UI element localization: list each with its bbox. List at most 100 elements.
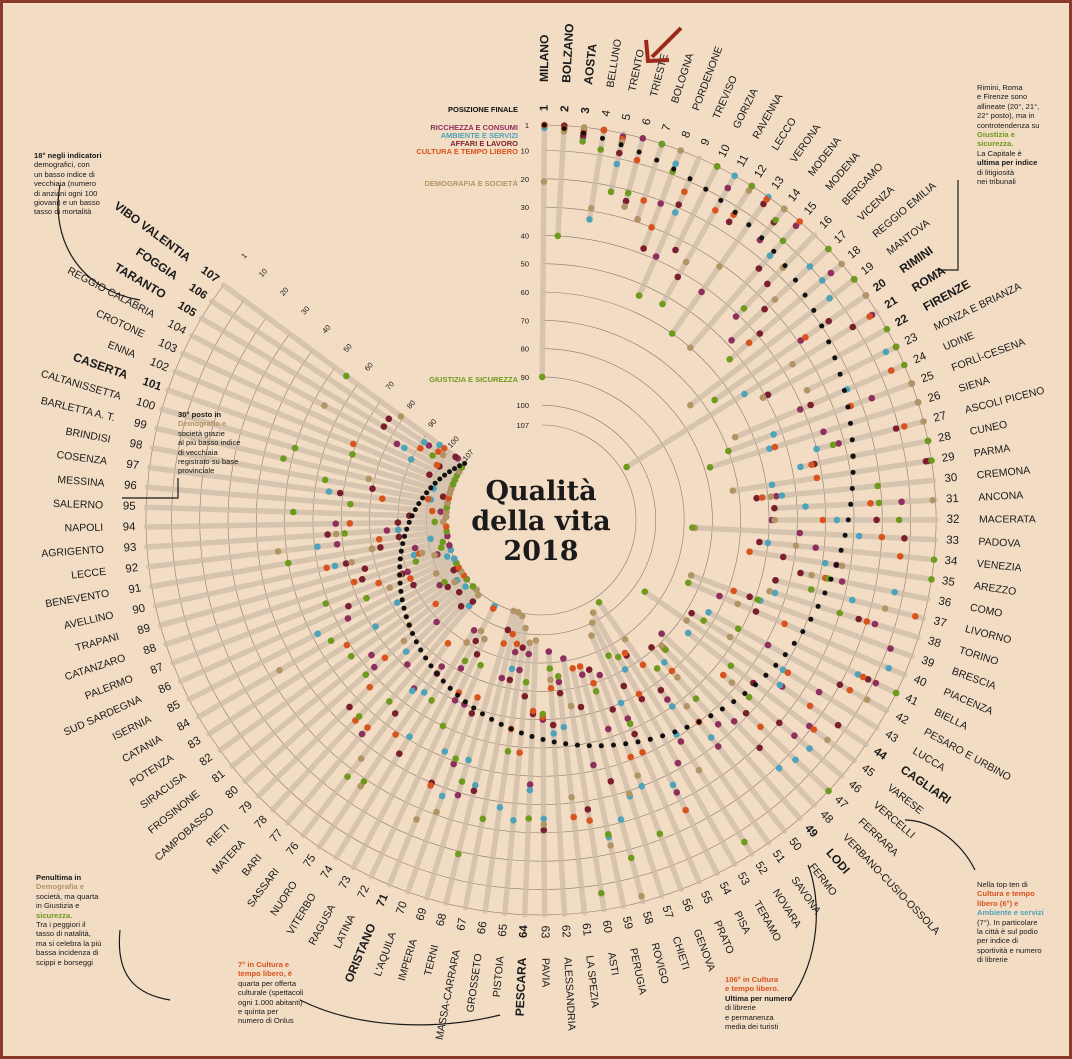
dot-posizione-finale bbox=[551, 739, 557, 745]
ann-br-4: di librerie bbox=[725, 1003, 756, 1013]
city-label: PARMA bbox=[973, 442, 1011, 459]
dot-posizione-finale bbox=[849, 437, 855, 443]
city-label: PESCARA bbox=[513, 957, 529, 1017]
dot-ricchezza bbox=[437, 508, 445, 515]
dot-ricchezza bbox=[639, 135, 647, 142]
ann-tr-9: ultima per indice bbox=[977, 158, 1038, 168]
rank-tick: 30 bbox=[299, 304, 311, 316]
dot-ricchezza bbox=[815, 688, 823, 696]
dot-demografia bbox=[766, 587, 773, 595]
rank-label: 92 bbox=[125, 562, 139, 575]
dot-ricchezza bbox=[652, 253, 660, 260]
spoke-bar bbox=[482, 625, 529, 914]
dot-affari bbox=[771, 504, 778, 512]
dot-ambiente bbox=[741, 390, 748, 398]
dot-ambiente bbox=[768, 481, 776, 489]
dot-giustizia bbox=[685, 579, 692, 587]
rank-label: 105 bbox=[175, 299, 198, 319]
dot-posizione-finale bbox=[586, 743, 592, 749]
ann-br-6: media dei turisti bbox=[725, 1022, 779, 1032]
rank-label: 31 bbox=[946, 493, 959, 506]
dot-affari bbox=[361, 565, 369, 572]
dot-posizione-finale bbox=[763, 672, 769, 678]
dot-ricchezza bbox=[812, 544, 819, 551]
city-label: BOLZANO bbox=[559, 23, 576, 83]
title-line-3: 2018 bbox=[503, 536, 578, 567]
rank-label: 9 bbox=[699, 137, 713, 148]
dot-demografia bbox=[658, 642, 665, 649]
city-label: GENOVA bbox=[691, 928, 718, 974]
city-label: BOLOGNA bbox=[669, 52, 696, 105]
dot-cultura bbox=[730, 587, 737, 595]
dot-posizione-finale bbox=[406, 622, 412, 628]
rank-label: 25 bbox=[920, 370, 936, 386]
dot-ricchezza bbox=[898, 498, 905, 506]
dot-affari bbox=[855, 615, 862, 623]
ann-br-1: 106° in Cultura bbox=[725, 975, 779, 984]
rank-label: 8 bbox=[680, 129, 693, 139]
dot-demografia bbox=[588, 205, 595, 212]
dot-posizione-finale bbox=[428, 485, 434, 491]
dot-posizione-finale bbox=[671, 166, 677, 172]
dot-ambiente bbox=[401, 444, 408, 452]
rank-label: 54 bbox=[717, 880, 734, 897]
dot-giustizia bbox=[538, 373, 546, 381]
dot-cultura bbox=[781, 620, 788, 628]
dot-cultura bbox=[346, 520, 354, 527]
dot-cultura bbox=[375, 579, 382, 587]
dot-giustizia bbox=[604, 831, 612, 838]
dot-ricchezza bbox=[872, 679, 880, 687]
spoke-bar bbox=[760, 326, 890, 401]
dot-ricchezza bbox=[446, 542, 453, 549]
dot-ambiente bbox=[775, 764, 783, 772]
dot-demografia bbox=[580, 124, 588, 131]
rank-label: 106 bbox=[187, 282, 210, 303]
city-label: AGRIGENTO bbox=[41, 544, 104, 560]
dot-ricchezza bbox=[820, 428, 827, 436]
dot-cultura bbox=[432, 600, 440, 608]
rank-tick: 20 bbox=[521, 175, 529, 184]
dot-ambiente bbox=[802, 503, 809, 510]
dot-affari bbox=[521, 693, 529, 700]
dot-giustizia bbox=[347, 500, 354, 508]
rank-tick: 60 bbox=[521, 288, 529, 297]
dot-ricchezza bbox=[404, 568, 411, 576]
dot-demografia bbox=[683, 617, 690, 624]
dot-demografia bbox=[321, 402, 328, 409]
dot-giustizia bbox=[662, 646, 669, 654]
dot-giustizia bbox=[614, 653, 622, 661]
dot-giustizia bbox=[554, 673, 562, 680]
dot-ricchezza bbox=[332, 520, 340, 527]
dot-affari bbox=[385, 415, 393, 423]
spoke-bar bbox=[588, 632, 702, 885]
spoke-bar bbox=[284, 592, 482, 826]
city-label: UDINE bbox=[941, 330, 976, 354]
dot-cultura bbox=[586, 817, 593, 824]
ann-tr-7: sicurezza. bbox=[977, 139, 1014, 149]
dot-giustizia bbox=[458, 778, 466, 785]
dot-affari bbox=[584, 806, 592, 813]
rank-label: 40 bbox=[912, 673, 928, 689]
dot-ambiente bbox=[819, 277, 826, 284]
city-label: SALERNO bbox=[53, 498, 104, 512]
dot-ricchezza bbox=[425, 442, 433, 449]
dot-giustizia bbox=[928, 576, 935, 583]
dot-cultura bbox=[364, 724, 371, 731]
dot-giustizia bbox=[522, 678, 530, 686]
dot-posizione-finale bbox=[518, 730, 524, 736]
dot-posizione-finale bbox=[800, 629, 806, 635]
dot-affari bbox=[776, 719, 783, 727]
dot-cultura bbox=[529, 707, 537, 715]
dot-giustizia bbox=[479, 815, 487, 823]
dot-affari bbox=[675, 201, 682, 208]
dot-giustizia bbox=[656, 830, 664, 838]
rank-label: 10 bbox=[717, 143, 733, 160]
dot-affari bbox=[756, 744, 763, 752]
city-label: MASSA-CARRARA bbox=[434, 949, 463, 1041]
dot-giustizia bbox=[627, 854, 635, 862]
dot-demografia bbox=[442, 513, 450, 521]
dot-ambiente bbox=[854, 671, 862, 678]
dot-ambiente bbox=[766, 445, 773, 453]
dot-ambiente bbox=[821, 559, 829, 567]
dot-ricchezza bbox=[371, 663, 378, 671]
